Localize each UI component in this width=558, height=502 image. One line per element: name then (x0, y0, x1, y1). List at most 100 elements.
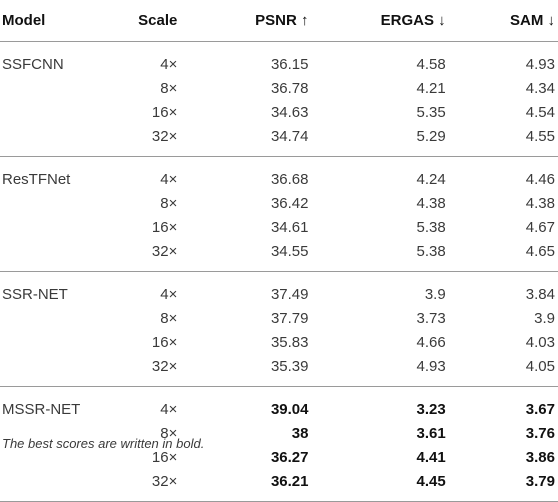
header-psnr: PSNR ↑ (177, 0, 309, 42)
sam-cell: 3.76 (525, 424, 555, 442)
psnr-cell: 34.61 (270, 218, 309, 236)
ergas-cell: 3.9 (424, 285, 446, 303)
ergas-cell: 5.29 (308, 124, 446, 157)
header-scale: Scale (117, 0, 178, 42)
scale-cell: 16× (151, 218, 178, 236)
table-row: 32× 35.39 4.93 4.05 (0, 354, 558, 387)
table-row: 16× 34.61 5.38 4.67 (0, 215, 558, 239)
table-row: ResTFNet 4× 36.68 4.24 4.46 (0, 157, 558, 192)
ergas-cell: 3.73 (416, 309, 446, 327)
ergas-cell: 4.38 (416, 194, 446, 212)
scale-cell: 16× (151, 448, 178, 466)
model-cell (0, 191, 118, 215)
psnr-cell: 34.55 (177, 239, 309, 272)
table-row: 8× 36.42 4.38 4.38 (0, 191, 558, 215)
ergas-cell: 4.93 (308, 354, 446, 387)
scale-cell: 32× (117, 469, 178, 502)
psnr-cell: 34.63 (270, 103, 309, 121)
scale-cell: 16× (151, 103, 178, 121)
sam-cell: 3.86 (525, 448, 555, 466)
table-row: 32× 36.21 4.45 3.79 (0, 469, 558, 502)
ergas-cell: 4.21 (416, 79, 446, 97)
header-row: Model Scale PSNR ↑ ERGAS ↓ SAM ↓ (0, 0, 558, 42)
table-row: 16× 36.27 4.41 3.86 (0, 445, 558, 469)
model-cell (0, 239, 118, 272)
scale-cell: 4× (160, 170, 178, 188)
scale-cell: 4× (160, 55, 178, 73)
table-row: 32× 34.55 5.38 4.65 (0, 239, 558, 272)
model-cell (0, 124, 118, 157)
table-row: 16× 34.63 5.35 4.54 (0, 100, 558, 124)
table-row: 8× 37.79 3.73 3.9 (0, 306, 558, 330)
table-row: 8× 36.78 4.21 4.34 (0, 76, 558, 100)
psnr-cell: 36.27 (270, 448, 309, 466)
psnr-cell: 36.68 (270, 170, 309, 188)
psnr-cell: 39.04 (270, 400, 309, 418)
model-cell (0, 215, 118, 239)
table-row: SSR-NET 4× 37.49 3.9 3.84 (0, 272, 558, 307)
psnr-cell: 35.83 (270, 333, 309, 351)
psnr-cell: 36.21 (177, 469, 309, 502)
sam-cell: 4.38 (525, 194, 555, 212)
table-footnote: The best scores are written in bold. (2, 436, 205, 451)
scale-cell: 32× (117, 354, 178, 387)
ergas-cell: 4.66 (416, 333, 446, 351)
model-cell: MSSR-NET (2, 400, 81, 418)
header-ergas: ERGAS ↓ (308, 0, 446, 42)
table-row: 16× 35.83 4.66 4.03 (0, 330, 558, 354)
table-row: 32× 34.74 5.29 4.55 (0, 124, 558, 157)
sam-cell: 4.03 (525, 333, 555, 351)
ergas-cell: 5.38 (308, 239, 446, 272)
table-row: SSFCNN 4× 36.15 4.58 4.93 (0, 42, 558, 77)
psnr-cell: 34.74 (177, 124, 309, 157)
psnr-cell: 36.15 (270, 55, 309, 73)
model-cell: SSFCNN (2, 55, 64, 73)
psnr-cell: 35.39 (177, 354, 309, 387)
psnr-cell: 38 (291, 424, 309, 442)
header-sam: SAM ↓ (445, 0, 558, 42)
ergas-cell: 4.41 (416, 448, 446, 466)
model-cell (0, 330, 118, 354)
sam-cell: 4.67 (525, 218, 555, 236)
psnr-cell: 36.78 (270, 79, 309, 97)
sam-cell: 3.9 (534, 309, 555, 327)
sam-cell: 3.67 (525, 400, 555, 418)
scale-cell: 4× (160, 400, 178, 418)
sam-cell: 4.05 (445, 354, 558, 387)
scale-cell: 8× (160, 424, 178, 442)
model-cell (0, 306, 118, 330)
scale-cell: 32× (117, 239, 178, 272)
model-cell (0, 354, 118, 387)
model-cell: SSR-NET (2, 285, 68, 303)
ergas-cell: 4.58 (416, 55, 446, 73)
psnr-cell: 37.79 (270, 309, 309, 327)
scale-cell: 16× (151, 333, 178, 351)
model-cell: ResTFNet (2, 170, 71, 188)
header-model: Model (0, 0, 118, 42)
model-cell (0, 76, 118, 100)
ergas-cell: 4.24 (416, 170, 446, 188)
scale-cell: 8× (160, 309, 178, 327)
table-row: MSSR-NET 4× 39.04 3.23 3.67 (0, 387, 558, 422)
table-row: 8× 38 3.61 3.76 (0, 421, 558, 445)
table-body: SSFCNN 4× 36.15 4.58 4.93 8× 36.78 4.21 4.34 16× 3… (0, 42, 558, 502)
scale-cell: 4× (160, 285, 178, 303)
psnr-cell: 37.49 (270, 285, 309, 303)
sam-cell: 4.54 (525, 103, 555, 121)
scale-cell: 32× (117, 124, 178, 157)
psnr-cell: 36.42 (270, 194, 309, 212)
ergas-cell: 4.45 (308, 469, 446, 502)
sam-cell: 4.65 (445, 239, 558, 272)
ergas-cell: 3.61 (416, 424, 446, 442)
sam-cell: 4.93 (525, 55, 555, 73)
model-cell (0, 469, 118, 502)
model-cell (0, 100, 118, 124)
sam-cell: 4.34 (525, 79, 555, 97)
sam-cell: 4.55 (445, 124, 558, 157)
ergas-cell: 5.35 (416, 103, 446, 121)
sam-cell: 3.84 (525, 285, 555, 303)
scale-cell: 8× (160, 194, 178, 212)
scale-cell: 8× (160, 79, 178, 97)
